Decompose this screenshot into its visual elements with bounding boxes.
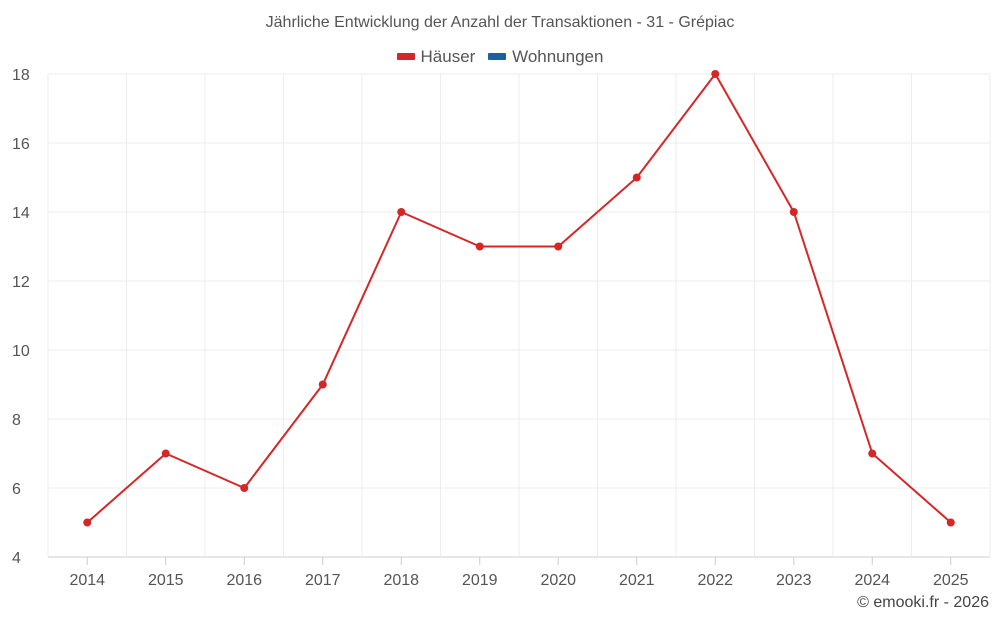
- x-tick-label: 2023: [776, 572, 812, 589]
- legend-item-wohnungen[interactable]: Wohnungen: [488, 47, 603, 67]
- data-point: [397, 208, 406, 216]
- x-tick-label: 2017: [305, 572, 341, 589]
- data-point: [946, 518, 955, 527]
- y-tick-label: 12: [12, 274, 30, 291]
- legend-label-wohnungen: Wohnungen: [512, 46, 604, 66]
- data-point: [161, 449, 170, 458]
- credit-text: © emooki.fr - 2026: [857, 594, 989, 611]
- legend-swatch-wohnungen: [488, 53, 507, 60]
- legend-swatch-haeuser: [396, 53, 415, 60]
- x-tick-label: 2022: [697, 572, 733, 589]
- chart-legend: Häuser Wohnungen: [0, 45, 1000, 67]
- data-point: [632, 173, 641, 182]
- legend-item-haeuser[interactable]: Häuser: [396, 46, 476, 67]
- data-point: [868, 449, 877, 458]
- legend-label-haeuser: Häuser: [420, 46, 476, 66]
- y-tick-label: 16: [12, 136, 30, 153]
- data-point: [240, 484, 249, 492]
- x-tick-label: 2020: [540, 572, 576, 589]
- data-point: [554, 242, 563, 251]
- data-point: [789, 208, 798, 216]
- data-point: [475, 242, 484, 251]
- data-point: [83, 518, 92, 527]
- x-tick-label: 2016: [226, 572, 262, 589]
- x-tick-label: 2024: [854, 572, 890, 589]
- x-tick-label: 2019: [462, 572, 498, 589]
- y-tick-label: 10: [12, 343, 30, 360]
- y-tick-label: 4: [12, 550, 21, 567]
- data-point: [711, 70, 720, 78]
- series-line-0: [86, 73, 952, 524]
- y-tick-label: 14: [12, 205, 30, 222]
- chart-title: Jährliche Entwicklung der Anzahl der Tra…: [265, 14, 735, 31]
- y-tick-label: 8: [12, 412, 21, 429]
- y-tick-label: 6: [12, 481, 21, 498]
- x-tick-label: 2015: [148, 572, 184, 589]
- data-point: [318, 380, 327, 389]
- y-tick-label: 18: [12, 67, 30, 84]
- x-tick-label: 2014: [69, 572, 105, 589]
- x-tick-label: 2018: [383, 572, 419, 589]
- x-tick-label: 2025: [933, 572, 969, 589]
- x-tick-label: 2021: [619, 572, 655, 589]
